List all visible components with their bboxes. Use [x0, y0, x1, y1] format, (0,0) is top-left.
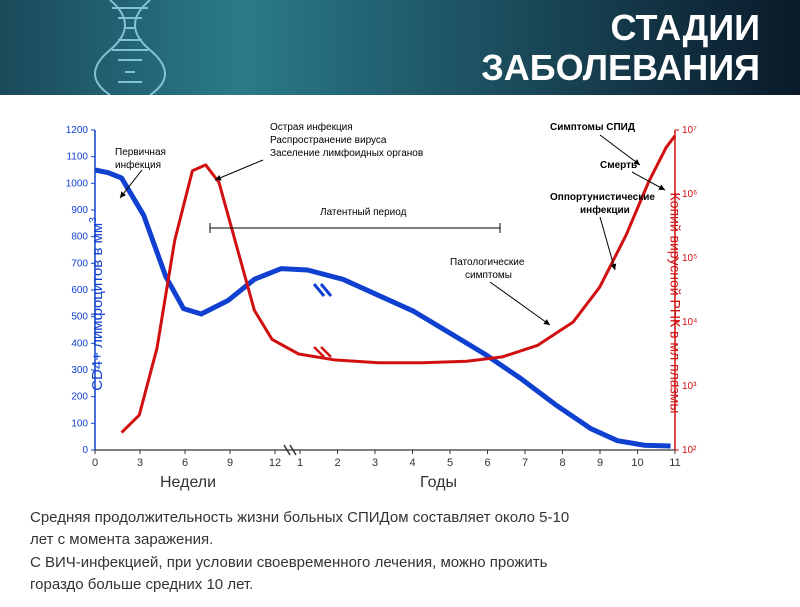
svg-text:10⁷: 10⁷	[682, 125, 697, 136]
svg-text:9: 9	[597, 457, 603, 469]
svg-text:1100: 1100	[66, 152, 88, 163]
svg-text:6: 6	[182, 457, 188, 469]
footer-line2: лет с момента заражения.	[30, 530, 770, 550]
svg-text:8: 8	[559, 457, 565, 469]
svg-text:0: 0	[82, 445, 88, 456]
svg-text:Оппортунистические: Оппортунистические	[550, 192, 655, 203]
svg-text:300: 300	[71, 365, 88, 376]
svg-text:Патологические: Патологические	[450, 257, 525, 268]
svg-text:600: 600	[71, 285, 88, 296]
svg-text:100: 100	[71, 418, 88, 429]
dna-icon	[80, 0, 180, 95]
svg-text:инфекции: инфекции	[580, 204, 630, 216]
x-axis-weeks-label: Недели	[160, 474, 216, 492]
svg-text:5: 5	[447, 457, 453, 469]
svg-text:10⁵: 10⁵	[682, 253, 697, 264]
title-line2: ЗАБОЛЕВАНИЯ	[481, 47, 760, 88]
svg-text:9: 9	[227, 457, 233, 469]
footer-line1: Средняя продолжительность жизни больных …	[30, 508, 770, 528]
y-axis-left-label: CD4+ лимфоцитов в мм3	[88, 217, 106, 391]
svg-text:Острая инфекция: Острая инфекция	[270, 121, 353, 133]
svg-text:10⁴: 10⁴	[682, 317, 697, 328]
svg-text:1000: 1000	[66, 178, 89, 189]
footer-line4: гораздо больше средних 10 лет.	[30, 575, 770, 595]
svg-text:симптомы: симптомы	[465, 270, 512, 281]
svg-text:10²: 10²	[682, 445, 697, 456]
svg-text:10³: 10³	[682, 381, 697, 392]
footer-line3: С ВИЧ-инфекцией, при условии своевременн…	[30, 553, 770, 573]
svg-text:7: 7	[522, 457, 528, 469]
y-axis-right-label: Копий вирусной РНК в мл плазмы	[668, 193, 684, 414]
svg-text:700: 700	[71, 258, 88, 269]
title-line1: СТАДИИ	[610, 7, 760, 48]
svg-text:1200: 1200	[66, 125, 89, 136]
x-axis-years-label: Годы	[420, 474, 457, 492]
svg-text:инфекция: инфекция	[115, 159, 161, 171]
footer-text: Средняя продолжительность жизни больных …	[0, 500, 800, 607]
svg-text:11: 11	[669, 457, 680, 469]
header: СТАДИИ ЗАБОЛЕВАНИЯ	[0, 0, 800, 95]
page-title: СТАДИИ ЗАБОЛЕВАНИЯ	[481, 8, 760, 87]
svg-text:4: 4	[409, 457, 415, 469]
svg-text:2: 2	[334, 457, 340, 469]
svg-text:1: 1	[297, 457, 303, 469]
svg-text:Симптомы СПИД: Симптомы СПИД	[550, 122, 635, 133]
svg-text:0: 0	[92, 457, 98, 469]
svg-text:200: 200	[71, 392, 88, 403]
svg-text:3: 3	[372, 457, 378, 469]
svg-text:Смерть: Смерть	[600, 160, 637, 171]
svg-text:400: 400	[71, 338, 88, 349]
svg-text:6: 6	[484, 457, 490, 469]
svg-text:900: 900	[71, 205, 88, 216]
svg-text:Первичная: Первичная	[115, 147, 166, 158]
svg-text:Распространение вируса: Распространение вируса	[270, 135, 387, 146]
svg-text:3: 3	[137, 457, 143, 469]
chart-container: CD4+ лимфоцитов в мм3 Копий вирусной РНК…	[0, 95, 800, 500]
svg-text:Заселение лимфоидных органов: Заселение лимфоидных органов	[270, 147, 423, 159]
svg-text:10: 10	[631, 457, 643, 469]
svg-text:500: 500	[71, 312, 88, 323]
svg-text:800: 800	[71, 232, 88, 243]
svg-text:10⁶: 10⁶	[682, 189, 697, 200]
svg-text:12: 12	[269, 457, 281, 469]
disease-stages-chart: 0100200300400500600700800900100011001200…	[20, 105, 780, 495]
svg-text:Латентный период: Латентный период	[320, 207, 407, 218]
